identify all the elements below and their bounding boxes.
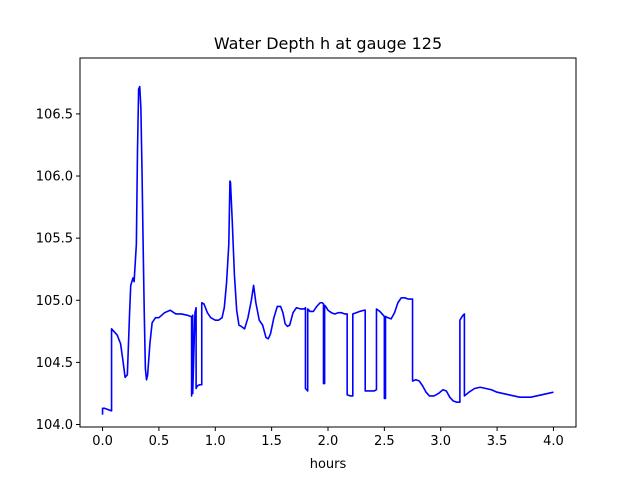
plot-frame [79,57,577,428]
series-line-0 [101,85,554,415]
plot-area [101,85,554,415]
x-tick-label: 1.5 [261,434,282,449]
y-tick-label: 104.5 [36,356,73,371]
x-tick-label: 2.5 [374,434,395,449]
x-tick-label: 1.0 [205,434,226,449]
x-tick-label: 3.0 [430,434,451,449]
y-tick-label: 104.0 [36,418,73,433]
y-tick-label: 105.5 [36,232,73,247]
y-tick-label: 106.0 [36,170,73,185]
y-tick-label: 105.0 [36,294,73,309]
x-tick-label: 0.0 [92,434,113,449]
x-tick-label: 2.0 [318,434,339,449]
x-tick-label: 0.5 [149,434,170,449]
chart-title: Water Depth h at gauge 125 [214,34,442,53]
x-axis: 0.0 0.5 1.0 1.5 2.0 2.5 3.0 3.5 4.0 [92,427,564,449]
y-axis: 104.0 104.5 105.0 105.5 106.0 106.5 [36,107,80,433]
x-axis-label: hours [310,457,347,472]
y-tick-label: 106.5 [36,107,73,122]
x-tick-label: 3.5 [487,434,508,449]
x-tick-label: 4.0 [543,434,564,449]
